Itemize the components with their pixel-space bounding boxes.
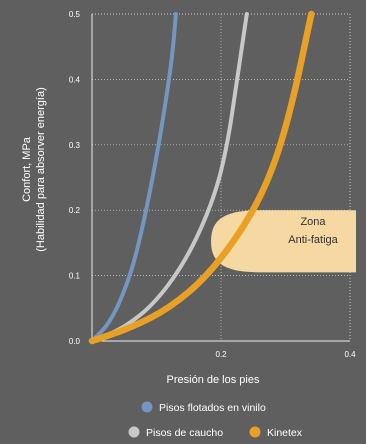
legend-label-2: Kinetex bbox=[267, 427, 303, 439]
y-tick-label: 0.3 bbox=[69, 141, 81, 150]
y-tick-label: 0.5 bbox=[69, 10, 81, 19]
y-axis-label-line2: (Habilidad para absorver energía) bbox=[35, 87, 47, 251]
x-tick-label: 0.4 bbox=[344, 350, 356, 359]
y-tick-label: 0.4 bbox=[69, 75, 81, 84]
y-tick-label: 0.2 bbox=[69, 206, 81, 215]
legend-marker-1 bbox=[128, 426, 140, 438]
legend-marker-0 bbox=[141, 401, 153, 413]
x-axis-label: Presión de los pies bbox=[167, 374, 260, 386]
y-axis-label-line1: Confort, MPa bbox=[21, 136, 33, 202]
series-line-0 bbox=[90, 12, 178, 343]
x-tick-label: 0.2 bbox=[215, 350, 227, 359]
legend-marker-2 bbox=[249, 426, 261, 438]
y-tick-label: 0.0 bbox=[69, 337, 81, 346]
legend-label-0: Pisos flotados en vinilo bbox=[159, 402, 266, 414]
legend-label-1: Pisos de caucho bbox=[146, 427, 223, 439]
y-tick-label: 0.1 bbox=[69, 272, 81, 281]
series-line-2 bbox=[88, 10, 315, 345]
zone-label-line2: Anti-fatiga bbox=[288, 234, 338, 246]
zone-label-line1: Zona bbox=[300, 216, 326, 228]
